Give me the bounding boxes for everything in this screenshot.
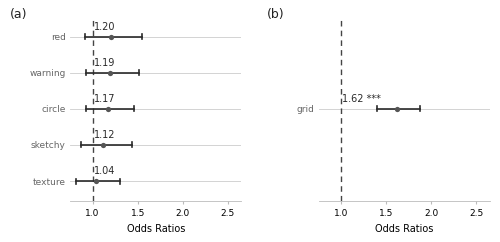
Text: 1.62 ***: 1.62 *** bbox=[342, 94, 381, 104]
X-axis label: Odds Ratios: Odds Ratios bbox=[126, 224, 185, 234]
Text: 1.19: 1.19 bbox=[94, 58, 115, 68]
Text: 1.04: 1.04 bbox=[94, 166, 115, 176]
Text: 1.12: 1.12 bbox=[94, 130, 115, 140]
Text: 1.17: 1.17 bbox=[94, 94, 115, 104]
Text: (b): (b) bbox=[267, 8, 285, 21]
Text: 1.20: 1.20 bbox=[94, 22, 115, 32]
X-axis label: Odds Ratios: Odds Ratios bbox=[375, 224, 434, 234]
Text: (a): (a) bbox=[10, 8, 28, 21]
